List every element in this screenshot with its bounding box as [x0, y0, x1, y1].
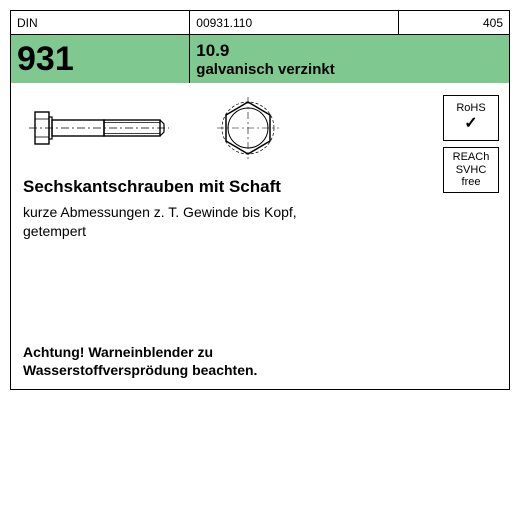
reach-line-1: REACh: [453, 151, 490, 164]
header-center: 00931.110: [190, 11, 399, 34]
strength-class: 10.9: [196, 41, 229, 61]
description: kurze Abmessungen z. T. Gewinde bis Kopf…: [23, 203, 497, 241]
reach-line-3: free: [462, 176, 481, 189]
reach-badge: REACh SVHC free: [443, 147, 499, 193]
warning-line-1: Achtung! Warneinblender zu: [23, 344, 213, 360]
hex-head-icon: [217, 97, 279, 159]
body-area: Sechskantschrauben mit Schaft kurze Abme…: [11, 83, 509, 389]
finish: galvanisch verzinkt: [196, 61, 334, 78]
product-title: Sechskantschrauben mit Schaft: [23, 177, 497, 197]
warning-line-2: Wasserstoffversprödung beachten.: [23, 362, 257, 378]
rohs-badge: RoHS ✓: [443, 95, 499, 141]
header-left: DIN: [11, 11, 190, 34]
drawings: [29, 97, 497, 159]
rohs-label: RoHS: [456, 102, 485, 115]
warning-text: Achtung! Warneinblender zu Wasserstoffve…: [23, 343, 257, 379]
spec-card: DIN 00931.110 405 931 10.9 galvanisch ve…: [10, 10, 510, 390]
reach-line-2: SVHC: [456, 164, 487, 177]
header-right: 405: [399, 11, 509, 34]
header-row: DIN 00931.110 405: [11, 11, 509, 35]
desc-line-2: getempert: [23, 223, 86, 239]
green-band: 931 10.9 galvanisch verzinkt: [11, 35, 509, 83]
bolt-side-icon: [29, 100, 169, 156]
din-number: 931: [11, 35, 190, 83]
badge-stack: RoHS ✓ REACh SVHC free: [443, 95, 499, 193]
desc-line-1: kurze Abmessungen z. T. Gewinde bis Kopf…: [23, 204, 297, 220]
check-icon: ✓: [464, 115, 477, 133]
spec-cell: 10.9 galvanisch verzinkt: [190, 35, 509, 83]
